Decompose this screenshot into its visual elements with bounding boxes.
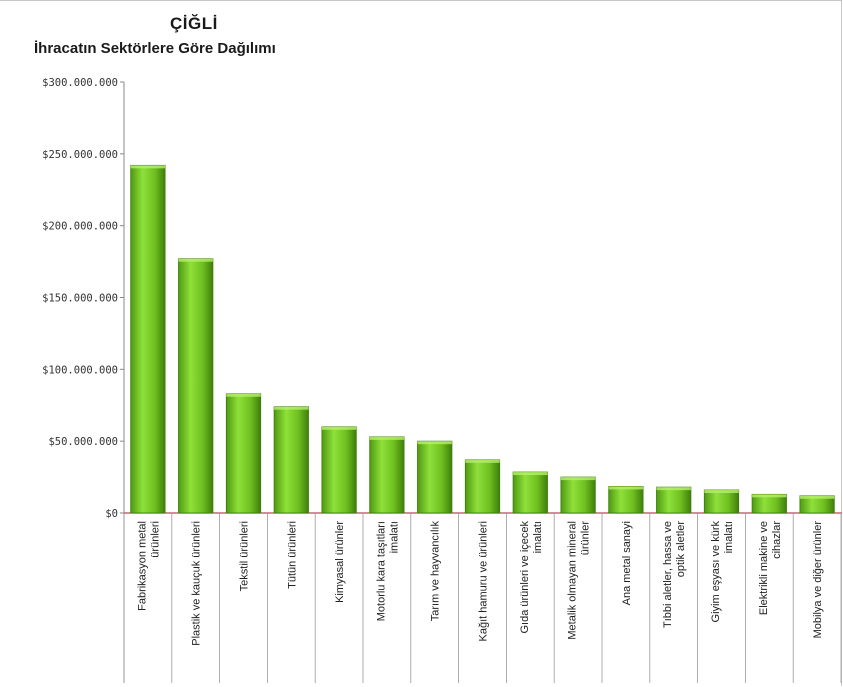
bar-top-highlight	[656, 487, 691, 491]
bar-top-highlight	[799, 495, 835, 499]
bar	[273, 406, 309, 514]
bar-top-highlight	[321, 426, 357, 430]
bar-top-highlight	[752, 494, 787, 498]
x-category-label: Metalik olmayan mineral	[567, 521, 579, 640]
x-category-label: Motorlu kara taşıtları	[375, 521, 387, 621]
x-category-label: ürünleri	[149, 521, 161, 558]
bar	[608, 486, 644, 514]
bar	[130, 164, 166, 514]
x-category-label: cihazlar	[771, 521, 783, 559]
bar-top-highlight	[130, 165, 166, 169]
x-category-label: Giyim eşyası ve kürk	[710, 521, 722, 623]
bar	[656, 486, 692, 514]
x-category-label: Tekstil ürünleri	[239, 521, 251, 591]
bar	[512, 471, 548, 514]
bar-top-highlight	[178, 258, 213, 262]
bar-top-highlight	[465, 459, 500, 463]
bar-top-highlight	[226, 393, 261, 397]
bar	[703, 489, 740, 514]
x-category-label: Tütün ürünleri	[286, 521, 298, 589]
bar-top-highlight	[560, 477, 596, 481]
y-tick-label: $150.000.000	[42, 293, 118, 305]
x-category-label: imalatı	[532, 521, 544, 553]
x-category-label: Mobilya ve diğer ürünler	[812, 521, 824, 639]
bar	[225, 393, 262, 514]
x-category-label: ürünler	[580, 521, 592, 556]
x-category-label: Plastik ve kauçuk ürünleri	[191, 521, 203, 646]
bar	[369, 436, 405, 514]
x-category-label: imalatı	[723, 521, 735, 553]
x-category-label: Kağıt hamuru ve ürünleri	[478, 521, 490, 641]
y-tick-label: $50.000.000	[48, 436, 118, 448]
bar-top-highlight	[417, 441, 452, 445]
y-tick-label: $100.000.000	[42, 364, 118, 376]
bar	[178, 258, 214, 514]
bar	[560, 476, 596, 514]
x-category-label: imalatı	[388, 521, 400, 553]
x-category-label: Kimyasal ürünler	[334, 521, 346, 603]
y-tick-label: $0	[105, 508, 118, 520]
bar	[321, 426, 357, 514]
y-tick-label: $200.000.000	[42, 221, 118, 233]
x-category-label: Fabrikasyon metal	[136, 521, 148, 611]
bar-top-highlight	[608, 486, 644, 490]
x-category-label: Gıda ürünleri ve içecek	[519, 521, 531, 634]
chart-subtitle: İhracatın Sektörlere Göre Dağılımı	[34, 40, 276, 57]
bar-top-highlight	[513, 472, 548, 476]
x-category-label: Ana metal sanayi	[621, 521, 633, 605]
bar-top-highlight	[274, 406, 309, 410]
bar-top-highlight	[704, 490, 739, 494]
x-category-label: optik aletler	[675, 521, 687, 578]
x-category-label: Tıbbi aletler, hassa ve	[662, 521, 674, 628]
bar-top-highlight	[369, 436, 405, 440]
y-tick-label: $300.000.000	[42, 77, 118, 89]
x-category-label: Tarım ve hayvancılık	[430, 521, 442, 622]
bar	[417, 440, 453, 514]
bar	[464, 459, 501, 514]
x-category-label: Elektrikli makine ve	[758, 521, 770, 615]
y-tick-label: $250.000.000	[42, 149, 118, 161]
chart-title: ÇİĞLİ	[170, 14, 218, 33]
